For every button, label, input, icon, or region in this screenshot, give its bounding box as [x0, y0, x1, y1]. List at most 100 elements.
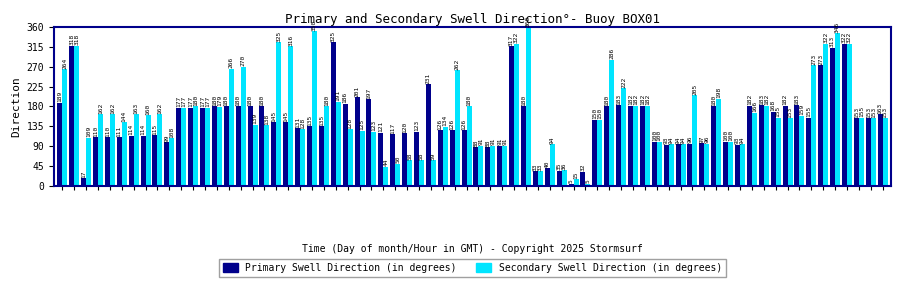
- Bar: [366, 99, 372, 186]
- Bar: [799, 116, 805, 186]
- Bar: [585, 184, 590, 186]
- Text: 318: 318: [74, 34, 79, 45]
- Bar: [604, 106, 609, 186]
- Text: 94: 94: [740, 136, 745, 144]
- Bar: [253, 124, 257, 186]
- Bar: [640, 106, 645, 186]
- Text: 114: 114: [129, 124, 134, 135]
- Bar: [319, 126, 324, 186]
- Text: 128: 128: [347, 118, 353, 129]
- Text: 317: 317: [509, 34, 514, 46]
- Text: 121: 121: [378, 121, 383, 132]
- Text: 180: 180: [466, 95, 472, 106]
- Bar: [347, 130, 353, 186]
- Bar: [188, 108, 194, 186]
- Bar: [134, 114, 139, 186]
- Bar: [728, 142, 733, 186]
- Bar: [645, 106, 650, 186]
- Bar: [466, 106, 472, 186]
- Bar: [533, 171, 538, 186]
- Text: 153: 153: [871, 107, 876, 118]
- Text: 108: 108: [169, 127, 175, 138]
- Text: 111: 111: [117, 125, 122, 136]
- Bar: [550, 145, 554, 186]
- Bar: [752, 113, 757, 186]
- Bar: [86, 138, 91, 186]
- Text: 44: 44: [383, 159, 388, 166]
- Text: 33: 33: [533, 164, 538, 171]
- Text: 286: 286: [609, 48, 614, 59]
- Text: 316: 316: [288, 35, 293, 46]
- Text: 180: 180: [711, 95, 716, 106]
- Bar: [776, 118, 780, 186]
- Bar: [372, 132, 376, 186]
- Bar: [62, 69, 68, 186]
- Bar: [562, 170, 567, 186]
- Bar: [652, 142, 657, 186]
- Bar: [181, 108, 186, 186]
- Bar: [419, 160, 424, 186]
- Text: 346: 346: [835, 22, 840, 33]
- Bar: [473, 147, 479, 186]
- Text: 177: 177: [200, 96, 205, 107]
- Text: 180: 180: [248, 95, 253, 106]
- Text: 94: 94: [550, 136, 554, 144]
- Text: 360: 360: [526, 15, 531, 27]
- Bar: [229, 68, 234, 186]
- Text: 100: 100: [728, 130, 733, 141]
- Bar: [140, 136, 146, 186]
- Text: 160: 160: [146, 103, 150, 115]
- Bar: [300, 130, 305, 186]
- Bar: [788, 118, 793, 186]
- Text: 270: 270: [240, 55, 246, 66]
- Text: 155: 155: [776, 106, 780, 117]
- Text: 123: 123: [414, 120, 419, 131]
- Text: 144: 144: [122, 111, 127, 122]
- Text: 222: 222: [621, 76, 626, 88]
- Text: 179: 179: [217, 95, 222, 106]
- Text: 177: 177: [181, 96, 186, 107]
- Bar: [580, 172, 585, 186]
- Bar: [747, 106, 752, 186]
- Text: 32: 32: [580, 164, 586, 171]
- Text: 91: 91: [497, 138, 502, 146]
- Text: 150: 150: [598, 108, 602, 119]
- Bar: [284, 122, 288, 186]
- Bar: [680, 145, 686, 186]
- Text: 273: 273: [818, 54, 824, 65]
- Bar: [866, 118, 871, 186]
- Bar: [538, 171, 543, 186]
- Text: 182: 182: [783, 94, 788, 105]
- Text: 318: 318: [69, 34, 74, 45]
- Text: 177: 177: [188, 96, 194, 107]
- Text: 163: 163: [134, 102, 139, 114]
- Text: 180: 180: [212, 95, 217, 106]
- Text: 163: 163: [878, 102, 883, 114]
- Bar: [669, 145, 674, 186]
- Text: 180: 180: [194, 95, 198, 106]
- Bar: [592, 120, 598, 186]
- Text: 153: 153: [866, 107, 871, 118]
- Title: Primary and Secondary Swell Direction°- Buoy BOX01: Primary and Secondary Swell Direction°- …: [285, 13, 660, 26]
- Bar: [502, 146, 508, 186]
- Text: 50: 50: [395, 156, 400, 164]
- Bar: [657, 142, 662, 186]
- Text: 180: 180: [521, 95, 526, 106]
- Text: 100: 100: [652, 130, 657, 141]
- Bar: [479, 146, 483, 186]
- Bar: [200, 108, 205, 186]
- Bar: [883, 118, 887, 186]
- Text: 91: 91: [491, 138, 495, 146]
- Text: 125: 125: [359, 119, 364, 130]
- Bar: [830, 48, 835, 186]
- Text: 162: 162: [158, 103, 162, 114]
- Bar: [437, 130, 443, 186]
- Bar: [806, 118, 811, 186]
- Text: 205: 205: [692, 84, 698, 95]
- Bar: [259, 106, 265, 186]
- Bar: [735, 145, 740, 186]
- Bar: [431, 160, 436, 186]
- Text: 186: 186: [343, 92, 347, 103]
- Bar: [324, 106, 328, 186]
- Bar: [295, 128, 300, 186]
